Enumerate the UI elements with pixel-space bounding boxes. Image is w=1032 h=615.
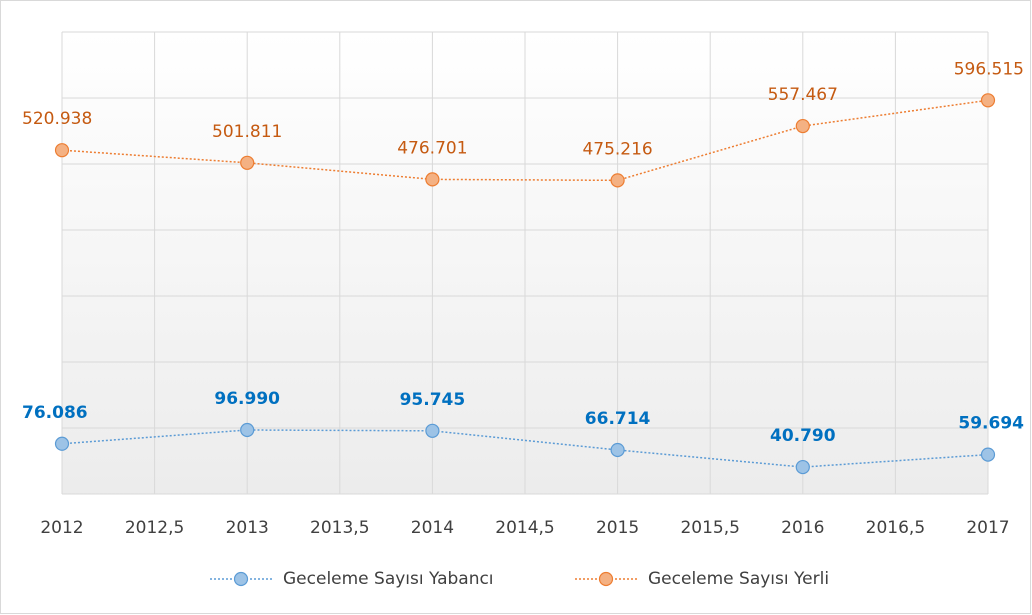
legend-label: Geceleme Sayısı Yerli [648,569,829,589]
data-label: 95.745 [400,390,466,410]
data-point [795,118,810,134]
x-tick-label: 2012 [40,518,83,538]
data-label: 501.811 [212,122,282,142]
x-tick-label: 2014,5 [495,518,554,538]
series-line [61,99,989,182]
x-tick-label: 2013,5 [310,518,369,538]
data-label: 40.790 [770,426,836,446]
data-label: 475.216 [582,139,652,159]
data-point [980,93,996,108]
x-tick-label: 2015 [596,518,639,538]
legend-label: Geceleme Sayısı Yabancı [283,569,494,589]
series-line [61,429,989,468]
data-point [240,422,255,438]
data-point [795,459,810,475]
data-point [980,447,996,462]
legend-marker [598,571,614,587]
data-label: 59.694 [958,414,1024,434]
data-point [240,155,255,170]
x-tick-label: 2017 [966,518,1009,538]
data-label: 596.515 [954,59,1024,79]
data-point [54,436,70,451]
data-label: 520.938 [22,109,92,129]
data-label: 557.467 [768,85,838,105]
x-tick-label: 2016 [781,518,824,538]
data-label: 66.714 [585,409,651,429]
x-tick-label: 2013 [226,518,269,538]
data-point [425,423,440,438]
legend-marker [233,571,249,587]
data-label: 76.086 [22,403,88,423]
x-tick-label: 2014 [411,518,454,538]
data-point [425,172,440,187]
x-tick-label: 2012,5 [125,518,184,538]
data-point [610,173,625,188]
x-tick-label: 2015,5 [680,518,739,538]
x-tick-label: 2016,5 [866,518,925,538]
data-point [610,442,625,458]
data-label: 96.990 [214,389,280,409]
data-point [54,143,70,158]
data-label: 476.701 [397,138,467,158]
